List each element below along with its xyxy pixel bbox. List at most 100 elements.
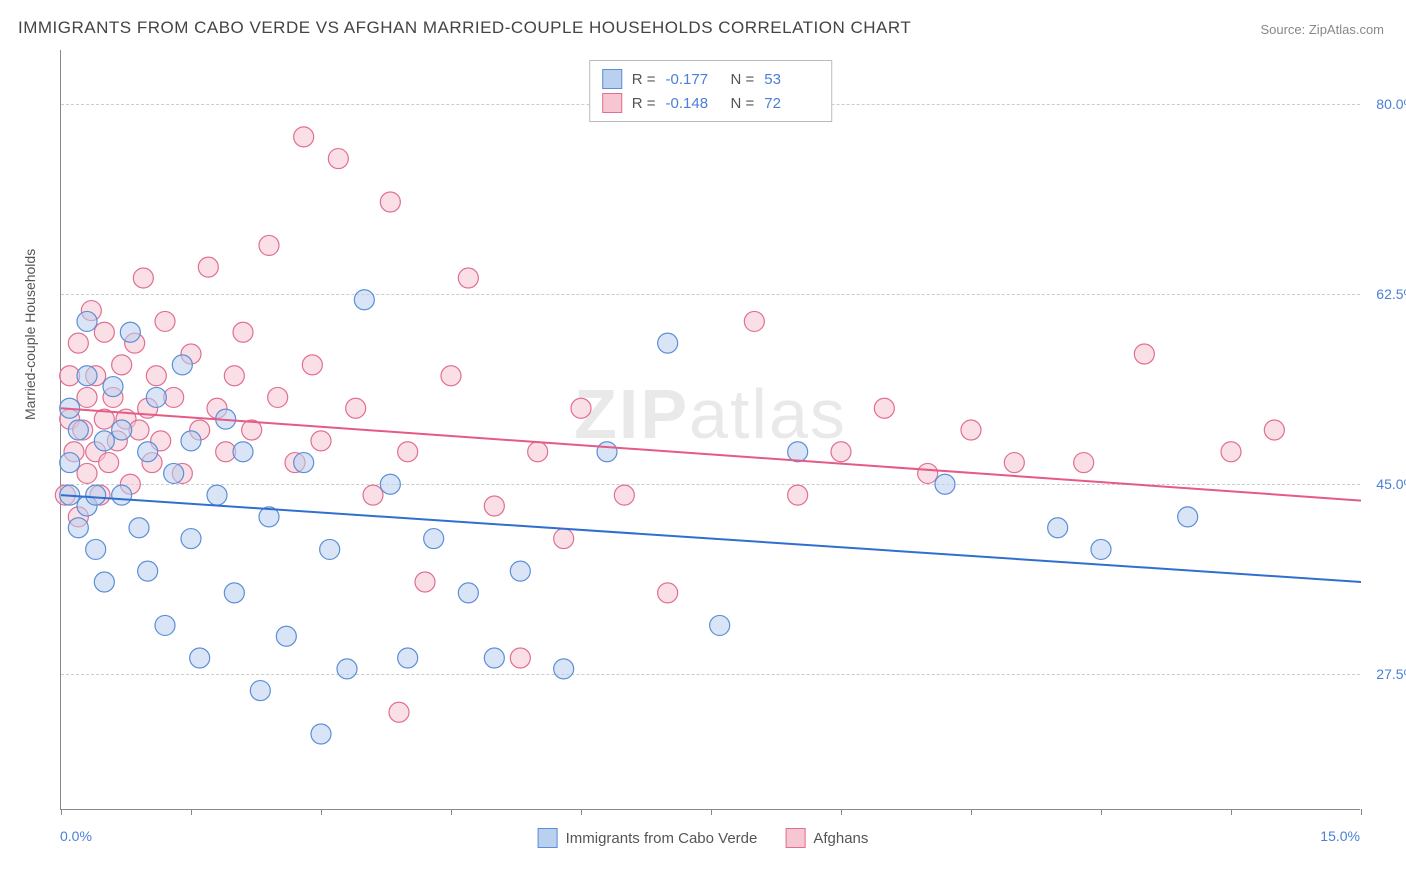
data-point — [259, 235, 279, 255]
data-point — [918, 463, 938, 483]
correlation-legend: R = -0.177 N = 53 R = -0.148 N = 72 — [589, 60, 833, 122]
swatch-icon — [602, 93, 622, 113]
x-tick-mark — [191, 809, 192, 815]
y-tick-label: 62.5% — [1376, 286, 1406, 302]
data-point — [155, 311, 175, 331]
data-point — [103, 377, 123, 397]
data-point — [1134, 344, 1154, 364]
data-point — [68, 518, 88, 538]
data-point — [77, 463, 97, 483]
data-point — [831, 442, 851, 462]
data-point — [554, 529, 574, 549]
data-point — [337, 659, 357, 679]
data-point — [233, 322, 253, 342]
chart-plot-area: ZIPatlas 27.5%45.0%62.5%80.0% R = -0.177… — [60, 50, 1360, 810]
data-point — [77, 387, 97, 407]
scatter-svg — [61, 50, 1360, 809]
data-point — [120, 322, 140, 342]
data-point — [94, 431, 114, 451]
x-tick-mark — [451, 809, 452, 815]
data-point — [328, 149, 348, 169]
data-point — [302, 355, 322, 375]
data-point — [484, 496, 504, 516]
data-point — [311, 431, 331, 451]
x-tick-mark — [581, 809, 582, 815]
data-point — [276, 626, 296, 646]
data-point — [112, 485, 132, 505]
data-point — [571, 398, 591, 418]
data-point — [788, 485, 808, 505]
data-point — [68, 333, 88, 353]
data-point — [60, 453, 80, 473]
data-point — [294, 453, 314, 473]
data-point — [1221, 442, 1241, 462]
source-attribution: Source: ZipAtlas.com — [1260, 22, 1384, 37]
data-point — [268, 387, 288, 407]
data-point — [398, 442, 418, 462]
x-tick-mark — [1231, 809, 1232, 815]
series-legend: Immigrants from Cabo Verde Afghans — [538, 828, 869, 848]
x-axis-min-label: 0.0% — [60, 828, 92, 844]
legend-item: Immigrants from Cabo Verde — [538, 828, 758, 848]
data-point — [510, 648, 530, 668]
data-point — [181, 529, 201, 549]
data-point — [198, 257, 218, 277]
n-value: 72 — [764, 95, 819, 112]
x-tick-mark — [971, 809, 972, 815]
data-point — [1048, 518, 1068, 538]
data-point — [354, 290, 374, 310]
legend-row-series-0: R = -0.177 N = 53 — [602, 67, 820, 91]
data-point — [207, 485, 227, 505]
r-value: -0.177 — [666, 71, 721, 88]
data-point — [458, 268, 478, 288]
trend-line — [61, 408, 1361, 500]
data-point — [380, 192, 400, 212]
data-point — [138, 561, 158, 581]
data-point — [554, 659, 574, 679]
data-point — [164, 463, 184, 483]
data-point — [138, 442, 158, 462]
data-point — [346, 398, 366, 418]
data-point — [181, 431, 201, 451]
data-point — [363, 485, 383, 505]
y-tick-label: 45.0% — [1376, 476, 1406, 492]
data-point — [874, 398, 894, 418]
r-value: -0.148 — [666, 95, 721, 112]
data-point — [1074, 453, 1094, 473]
x-tick-mark — [711, 809, 712, 815]
data-point — [710, 615, 730, 635]
x-tick-mark — [321, 809, 322, 815]
data-point — [146, 366, 166, 386]
data-point — [658, 583, 678, 603]
x-tick-mark — [1361, 809, 1362, 815]
data-point — [1091, 539, 1111, 559]
data-point — [250, 681, 270, 701]
data-point — [1178, 507, 1198, 527]
data-point — [94, 322, 114, 342]
legend-item: Afghans — [785, 828, 868, 848]
data-point — [788, 442, 808, 462]
x-tick-mark — [841, 809, 842, 815]
data-point — [311, 724, 331, 744]
data-point — [398, 648, 418, 668]
data-point — [389, 702, 409, 722]
n-value: 53 — [764, 71, 819, 88]
data-point — [458, 583, 478, 603]
data-point — [441, 366, 461, 386]
data-point — [658, 333, 678, 353]
data-point — [68, 420, 88, 440]
data-point — [961, 420, 981, 440]
data-point — [1264, 420, 1284, 440]
legend-label: Afghans — [813, 830, 868, 847]
data-point — [77, 311, 97, 331]
legend-row-series-1: R = -0.148 N = 72 — [602, 91, 820, 115]
data-point — [86, 539, 106, 559]
data-point — [597, 442, 617, 462]
data-point — [112, 355, 132, 375]
x-tick-mark — [61, 809, 62, 815]
data-point — [133, 268, 153, 288]
swatch-icon — [602, 69, 622, 89]
x-axis-max-label: 15.0% — [1320, 828, 1360, 844]
data-point — [99, 453, 119, 473]
data-point — [484, 648, 504, 668]
